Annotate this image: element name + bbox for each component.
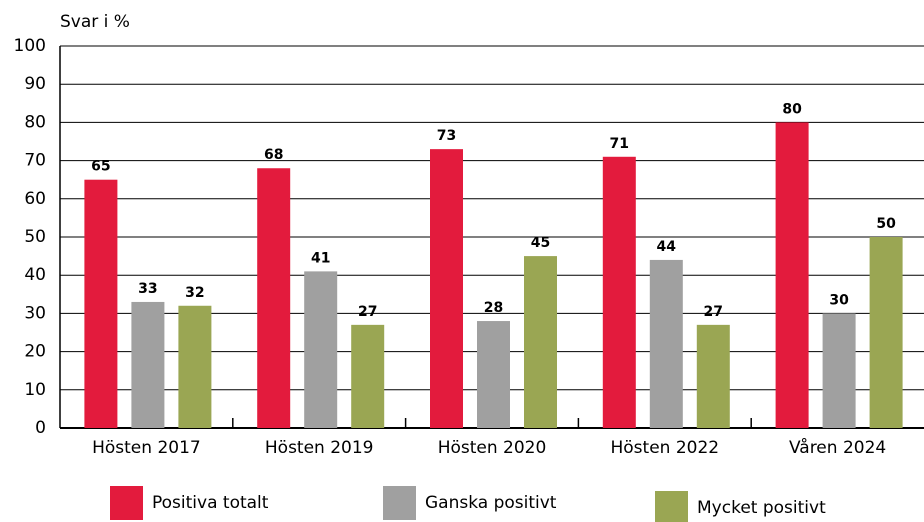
data-label: 27 [358,304,377,320]
legend-label: Mycket positivt [697,498,826,518]
y-tick-label: 0 [35,418,46,438]
bar [869,237,903,428]
y-tick-label: 80 [24,112,46,132]
data-label: 32 [185,285,204,301]
y-tick-label: 30 [24,303,46,323]
bar [649,259,683,428]
bar [131,301,165,428]
legend-swatch [110,486,143,520]
x-tick-label: Hösten 2017 [92,438,201,458]
bar [477,321,510,428]
bar [304,271,338,428]
bar [351,324,385,428]
y-tick-label: 90 [24,74,46,94]
data-label: 80 [782,101,802,117]
bar [696,324,730,428]
data-label: 27 [704,304,723,320]
y-tick-label: 50 [24,227,46,247]
y-tick-label: 40 [24,265,46,285]
bar [822,313,856,428]
bar [602,156,636,428]
bar [84,179,118,428]
y-tick-label: 20 [24,342,46,362]
y-tick-label: 60 [24,189,46,209]
data-label: 68 [264,147,283,163]
y-tick-label: 100 [14,36,46,56]
legend-label: Positiva totalt [152,493,269,513]
data-label: 71 [610,136,629,152]
bar [430,149,463,428]
bar [775,122,809,429]
legend-swatch [655,491,688,522]
data-label: 65 [91,159,110,175]
legend-label: Ganska positivt [425,493,557,513]
data-label: 41 [311,250,330,266]
data-label: 50 [876,216,896,232]
y-axis-title: Svar i % [60,12,130,32]
data-label: 33 [138,281,157,297]
y-tick-label: 10 [24,380,46,400]
legend-swatch [383,486,416,520]
data-label: 28 [484,300,503,316]
data-label: 45 [531,235,550,251]
bar [524,256,557,428]
bar [178,305,212,428]
bar [257,168,291,429]
x-tick-label: Hösten 2020 [438,438,547,458]
x-tick-label: Våren 2024 [789,437,886,458]
y-tick-label: 70 [24,151,46,171]
data-label: 73 [437,128,456,144]
x-tick-label: Hösten 2022 [610,438,719,458]
data-label: 44 [657,239,677,255]
x-tick-label: Hösten 2019 [265,438,374,458]
data-label: 30 [829,292,849,308]
